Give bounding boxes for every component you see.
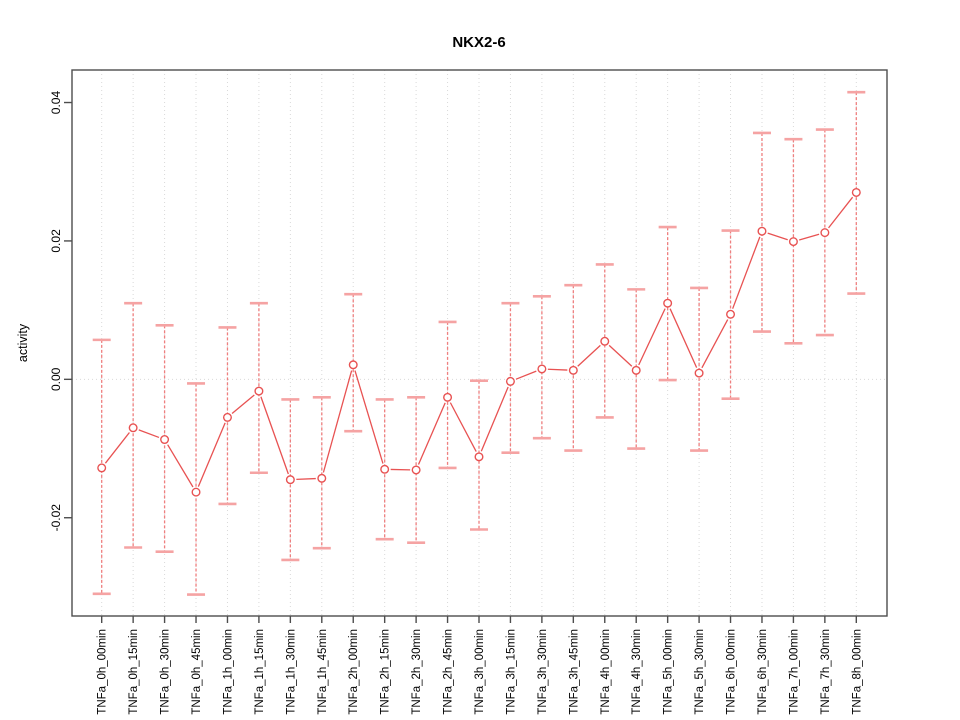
x-tick-label: TNFa_4h_00min [600, 629, 612, 715]
series-segment [732, 236, 761, 309]
series-segment [417, 402, 446, 465]
data-point [380, 464, 390, 474]
series-segment [231, 394, 255, 415]
series-segment [577, 344, 601, 367]
x-tick-label: TNFa_1h_45min [317, 629, 329, 715]
data-point [160, 435, 170, 445]
series-segment [608, 344, 633, 367]
series-segment [354, 370, 384, 464]
x-tick-label: TNFa_1h_30min [285, 629, 297, 715]
data-point [317, 473, 327, 483]
series-segment [799, 233, 820, 241]
data-point [97, 463, 107, 473]
series-segment [138, 429, 160, 439]
data-point [222, 412, 232, 422]
data-point [285, 475, 295, 485]
x-tick-label: TNFa_4h_30min [631, 629, 643, 715]
x-tick-label: TNFa_3h_15min [505, 629, 517, 715]
x-tick-label: TNFa_1h_15min [254, 629, 266, 715]
series-segment [167, 444, 194, 488]
y-tick-label: 0.04 [49, 91, 63, 115]
data-point [348, 360, 358, 370]
data-point [600, 336, 610, 346]
data-point [443, 392, 453, 402]
series-segment [322, 370, 353, 473]
x-tick-label: TNFa_3h_00min [474, 629, 486, 715]
data-point [537, 364, 547, 374]
x-tick-label: TNFa_3h_45min [568, 629, 580, 715]
x-tick-label: TNFa_0h_00min [97, 629, 109, 715]
x-tick-label: TNFa_6h_30min [757, 629, 769, 715]
data-point [788, 237, 798, 247]
x-tick-label: TNFa_2h_15min [380, 629, 392, 715]
y-tick-label: 0.02 [49, 229, 63, 253]
x-tick-label: TNFa_2h_00min [348, 629, 360, 715]
x-tick-label: TNFa_0h_45min [191, 629, 203, 715]
x-tick-label: TNFa_5h_30min [694, 629, 706, 715]
series-segment [828, 196, 854, 229]
data-point [757, 226, 767, 236]
series-segment [449, 402, 477, 452]
x-tick-label: TNFa_3h_30min [537, 629, 549, 715]
data-point [694, 368, 704, 378]
chart-title: NKX2-6 [452, 34, 505, 51]
x-tick-label: TNFa_0h_30min [160, 629, 172, 715]
x-tick-label: TNFa_0h_15min [128, 629, 140, 715]
y-tick-label: 0.00 [49, 367, 63, 391]
data-point [505, 376, 515, 386]
series-segment [638, 308, 666, 366]
data-point [191, 487, 201, 497]
data-point [128, 423, 138, 433]
data-point [411, 465, 421, 475]
x-tick-label: TNFa_5h_00min [663, 629, 675, 715]
y-tick-label: -0.02 [49, 504, 63, 532]
series-segment [260, 396, 289, 475]
series-segment [767, 232, 788, 241]
data-point [851, 187, 861, 197]
x-tick-label: TNFa_2h_30min [411, 629, 423, 715]
x-tick-label: TNFa_6h_00min [726, 629, 738, 715]
series-segment [515, 370, 537, 380]
data-point [820, 228, 830, 238]
series-segment [480, 386, 509, 452]
series-segment [547, 368, 568, 371]
series-segment [104, 432, 130, 464]
data-point [726, 309, 736, 319]
data-point [663, 298, 673, 308]
y-axis-label: activity [16, 323, 30, 362]
series-segment [197, 422, 226, 487]
plot-area: -0.02 0.00 0.02 0.04 TNFa_0h_00min TNFa_0h_15… [49, 69, 888, 715]
x-tick-label: TNFa_8h_00min [851, 629, 863, 715]
x-tick-label: TNFa_7h_00min [788, 629, 800, 715]
series-segment [669, 308, 698, 368]
series-segment [296, 477, 316, 481]
series-segment [701, 319, 729, 369]
x-tick-label: TNFa_7h_30min [820, 629, 832, 715]
x-tick-label: TNFa_2h_45min [443, 629, 455, 715]
data-point [474, 452, 484, 462]
data-point [631, 365, 641, 375]
data-point [568, 365, 578, 375]
data-point [254, 386, 264, 396]
x-tick-label: TNFa_1h_00min [222, 629, 234, 715]
